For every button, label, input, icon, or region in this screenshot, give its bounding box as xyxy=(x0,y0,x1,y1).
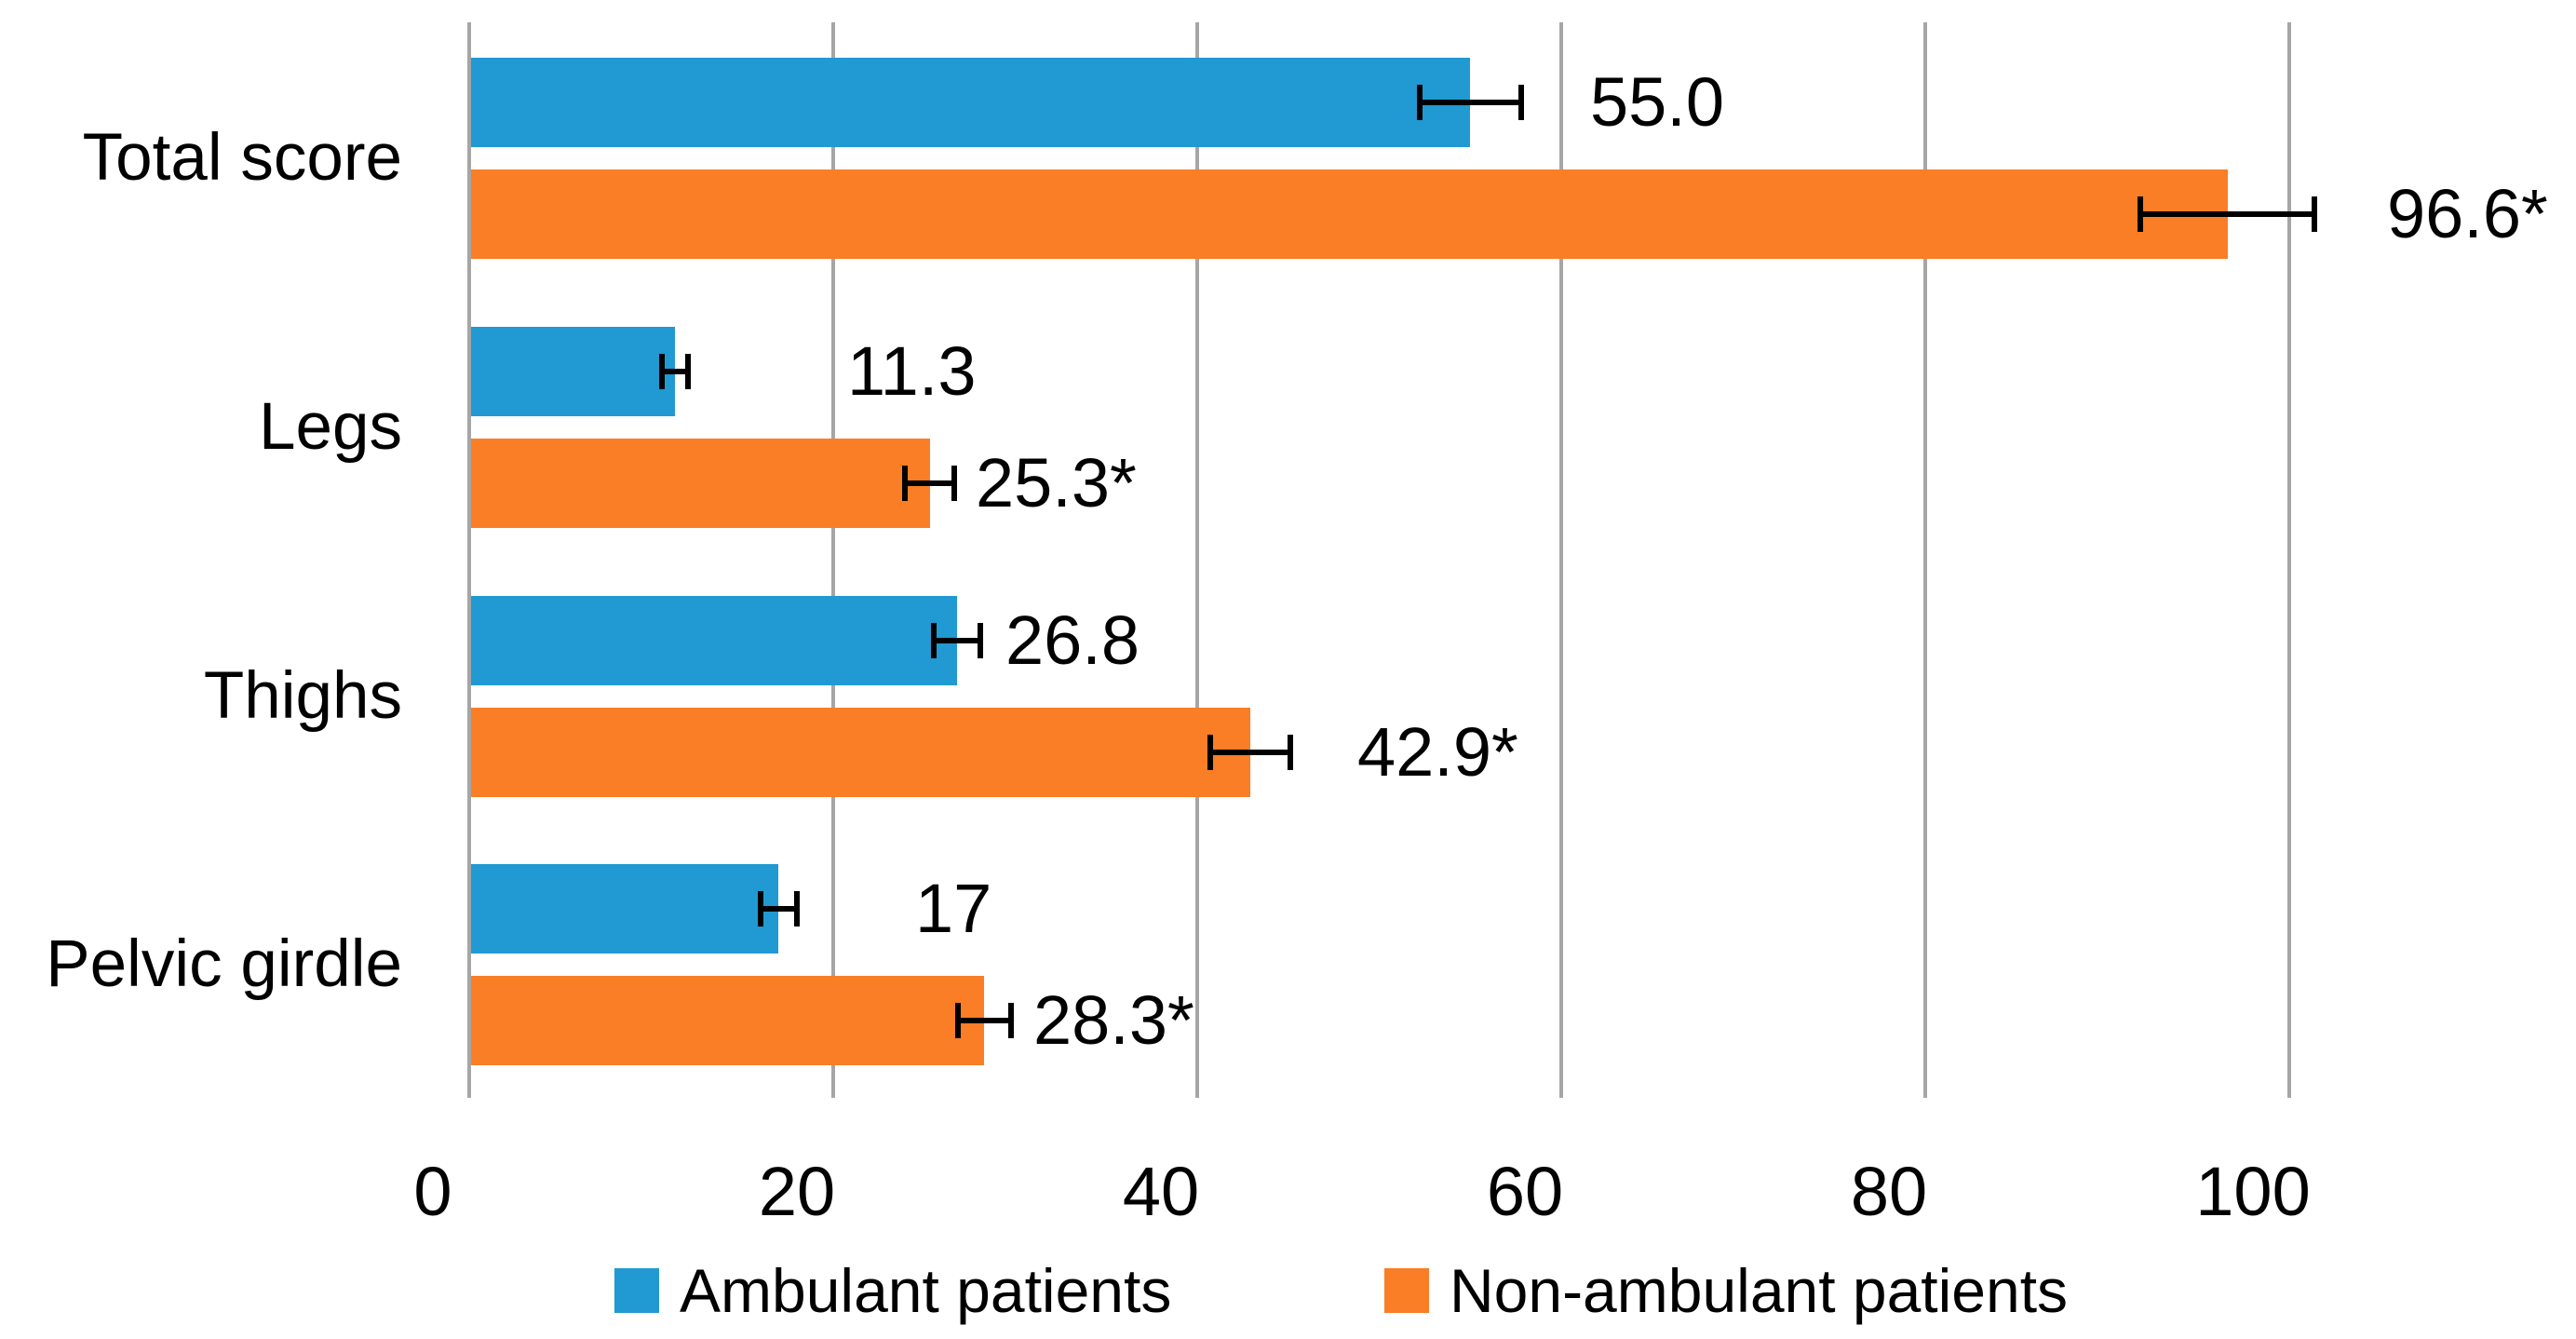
legend-label-ambulant: Ambulant patients xyxy=(680,1256,1172,1325)
bar-non-ambulant-patients-pelvic-girdle xyxy=(471,976,984,1065)
x-tick-label-60: 60 xyxy=(1486,1153,1564,1230)
error-cap-left-non-ambulant-patients-thighs xyxy=(1207,735,1213,770)
error-cap-right-non-ambulant-patients-total-score xyxy=(2312,196,2317,232)
error-bar-non-ambulant-patients-legs xyxy=(905,480,954,486)
bar-non-ambulant-patients-thighs xyxy=(471,708,1250,797)
error-cap-right-ambulant-patients-thighs xyxy=(978,623,983,658)
error-bar-non-ambulant-patients-pelvic-girdle xyxy=(958,1018,1011,1023)
error-cap-left-non-ambulant-patients-total-score xyxy=(2138,196,2143,232)
error-cap-right-non-ambulant-patients-legs xyxy=(951,466,957,501)
bar-non-ambulant-patients-legs xyxy=(471,439,930,528)
error-bar-non-ambulant-patients-thighs xyxy=(1210,750,1290,755)
error-cap-left-non-ambulant-patients-pelvic-girdle xyxy=(955,1003,961,1038)
bar-ambulant-patients-thighs xyxy=(471,596,957,685)
category-label-legs: Legs xyxy=(259,390,402,464)
bar-non-ambulant-patients-total-score xyxy=(471,169,2228,259)
error-cap-right-non-ambulant-patients-pelvic-girdle xyxy=(1008,1003,1014,1038)
x-tick-label-100: 100 xyxy=(2195,1153,2311,1230)
error-bar-ambulant-patients-legs xyxy=(662,369,687,374)
error-cap-left-non-ambulant-patients-legs xyxy=(902,466,908,501)
gridline-20 xyxy=(831,22,835,1098)
error-bar-ambulant-patients-pelvic-girdle xyxy=(761,906,797,912)
error-bar-ambulant-patients-total-score xyxy=(1420,100,1521,105)
x-tick-label-0: 0 xyxy=(413,1153,452,1230)
x-tick-label-80: 80 xyxy=(1850,1153,1928,1230)
error-cap-right-non-ambulant-patients-thighs xyxy=(1288,735,1293,770)
error-cap-right-ambulant-patients-pelvic-girdle xyxy=(794,891,800,926)
error-cap-left-ambulant-patients-pelvic-girdle xyxy=(758,891,763,926)
gridline-0 xyxy=(467,22,471,1098)
data-label-ambulant-patients-legs: 11.3 xyxy=(847,332,977,410)
bar-ambulant-patients-pelvic-girdle xyxy=(471,864,778,954)
gridline-40 xyxy=(1195,22,1199,1098)
legend-label-non-ambulant: Non-ambulant patients xyxy=(1450,1256,2069,1325)
category-label-thighs: Thighs xyxy=(203,659,402,733)
error-cap-left-ambulant-patients-legs xyxy=(659,354,665,389)
error-cap-right-ambulant-patients-total-score xyxy=(1518,85,1524,120)
gridline-100 xyxy=(2287,22,2291,1098)
data-label-non-ambulant-patients-thighs: 42.9* xyxy=(1357,713,1518,791)
legend-item-ambulant: Ambulant patients xyxy=(614,1260,1171,1321)
x-tick-label-20: 20 xyxy=(758,1153,836,1230)
legend-item-non-ambulant: Non-ambulant patients xyxy=(1384,1260,2068,1321)
bar-ambulant-patients-legs xyxy=(471,327,675,416)
legend-swatch-non-ambulant xyxy=(1384,1268,1429,1313)
data-label-ambulant-patients-pelvic-girdle: 17 xyxy=(915,870,992,947)
data-label-ambulant-patients-thighs: 26.8 xyxy=(1005,602,1140,679)
legend-swatch-ambulant xyxy=(614,1268,659,1313)
data-label-non-ambulant-patients-legs: 25.3* xyxy=(976,444,1137,521)
gridline-80 xyxy=(1923,22,1927,1098)
category-label-total-score: Total score xyxy=(82,121,402,195)
error-bar-non-ambulant-patients-total-score xyxy=(2140,211,2315,217)
data-label-non-ambulant-patients-pelvic-girdle: 28.3* xyxy=(1033,981,1194,1059)
category-label-pelvic-girdle: Pelvic girdle xyxy=(46,927,402,1001)
error-cap-left-ambulant-patients-thighs xyxy=(931,623,937,658)
bar-ambulant-patients-total-score xyxy=(471,58,1470,147)
x-tick-label-40: 40 xyxy=(1122,1153,1200,1230)
error-cap-left-ambulant-patients-total-score xyxy=(1417,85,1423,120)
data-label-non-ambulant-patients-total-score: 96.6* xyxy=(2387,175,2548,252)
data-label-ambulant-patients-total-score: 55.0 xyxy=(1590,63,1725,141)
error-cap-right-ambulant-patients-legs xyxy=(685,354,691,389)
gridline-60 xyxy=(1559,22,1563,1098)
error-bar-ambulant-patients-thighs xyxy=(934,638,981,643)
